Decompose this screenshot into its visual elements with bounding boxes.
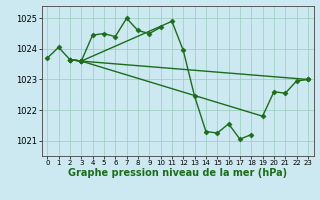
X-axis label: Graphe pression niveau de la mer (hPa): Graphe pression niveau de la mer (hPa)	[68, 168, 287, 178]
